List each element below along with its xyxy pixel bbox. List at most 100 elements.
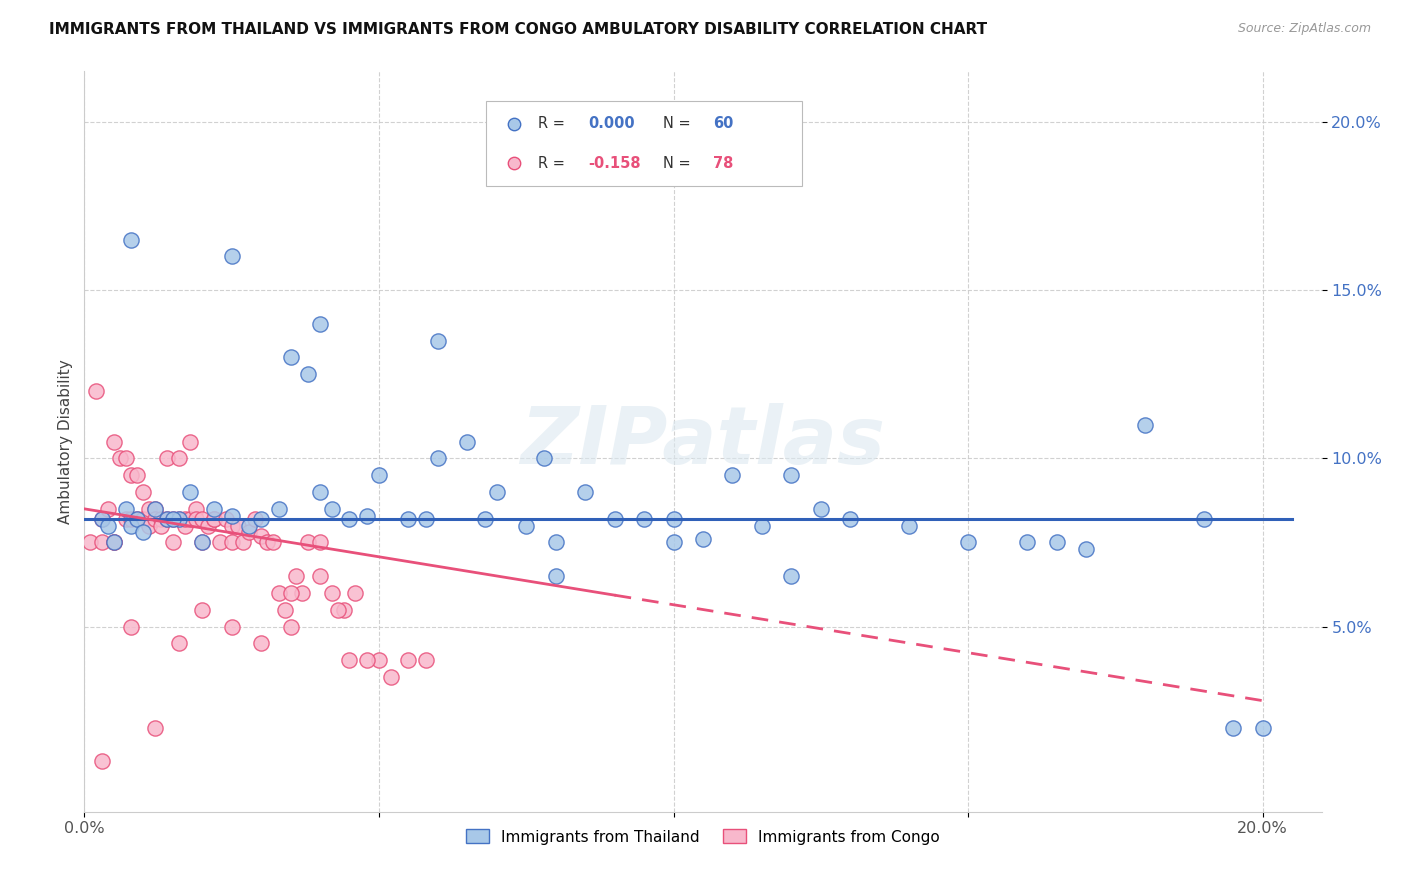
Point bbox=[356, 508, 378, 523]
Point bbox=[191, 512, 214, 526]
Point bbox=[173, 512, 195, 526]
Point bbox=[380, 670, 402, 684]
Point bbox=[97, 501, 120, 516]
Text: N =: N = bbox=[664, 155, 696, 170]
Point bbox=[603, 512, 626, 526]
Point bbox=[162, 512, 184, 526]
Point bbox=[197, 518, 219, 533]
Point bbox=[167, 512, 190, 526]
Point bbox=[957, 535, 980, 549]
Point bbox=[280, 586, 302, 600]
Point bbox=[839, 512, 862, 526]
Point bbox=[250, 636, 273, 650]
Point bbox=[250, 512, 273, 526]
Point bbox=[309, 317, 332, 331]
Point bbox=[121, 468, 143, 483]
Point bbox=[309, 485, 332, 500]
Text: 78: 78 bbox=[713, 155, 734, 170]
Point bbox=[780, 569, 803, 583]
Point bbox=[84, 384, 107, 398]
Point bbox=[121, 619, 143, 633]
Text: 60: 60 bbox=[713, 117, 734, 131]
Point bbox=[149, 512, 172, 526]
Point bbox=[751, 518, 773, 533]
Point bbox=[156, 512, 179, 526]
Point bbox=[533, 451, 555, 466]
Point bbox=[132, 485, 155, 500]
Point bbox=[396, 512, 419, 526]
Point bbox=[309, 569, 332, 583]
Point bbox=[1074, 542, 1097, 557]
FancyBboxPatch shape bbox=[486, 101, 801, 186]
Point bbox=[186, 512, 208, 526]
Text: R =: R = bbox=[538, 117, 569, 131]
Point bbox=[256, 535, 278, 549]
Point bbox=[179, 512, 201, 526]
Point bbox=[97, 518, 120, 533]
Point bbox=[91, 512, 114, 526]
Point bbox=[208, 535, 231, 549]
Point bbox=[1045, 535, 1067, 549]
Text: N =: N = bbox=[664, 117, 696, 131]
Point bbox=[309, 535, 332, 549]
Point bbox=[280, 619, 302, 633]
Point bbox=[262, 535, 284, 549]
Point bbox=[162, 535, 184, 549]
Point bbox=[191, 535, 214, 549]
Point bbox=[156, 451, 179, 466]
Point bbox=[79, 535, 101, 549]
Point bbox=[692, 532, 714, 546]
Point bbox=[108, 451, 131, 466]
Point bbox=[810, 501, 832, 516]
Point bbox=[662, 512, 685, 526]
Point bbox=[898, 518, 921, 533]
Point bbox=[167, 512, 190, 526]
Point bbox=[285, 569, 308, 583]
Point bbox=[267, 586, 290, 600]
Point bbox=[202, 512, 225, 526]
Point bbox=[396, 653, 419, 667]
Point bbox=[143, 512, 166, 526]
Point bbox=[721, 468, 744, 483]
Point bbox=[297, 535, 319, 549]
Text: IMMIGRANTS FROM THAILAND VS IMMIGRANTS FROM CONGO AMBULATORY DISABILITY CORRELAT: IMMIGRANTS FROM THAILAND VS IMMIGRANTS F… bbox=[49, 22, 987, 37]
Point bbox=[127, 512, 149, 526]
Point bbox=[1015, 535, 1038, 549]
Point bbox=[114, 451, 136, 466]
Point bbox=[156, 512, 179, 526]
Point bbox=[162, 512, 184, 526]
Point bbox=[191, 603, 214, 617]
Point bbox=[368, 653, 391, 667]
Point bbox=[297, 368, 319, 382]
Point bbox=[574, 485, 596, 500]
Point bbox=[202, 512, 225, 526]
Point bbox=[186, 501, 208, 516]
Text: -0.158: -0.158 bbox=[588, 155, 641, 170]
Point bbox=[221, 508, 243, 523]
Point bbox=[103, 535, 125, 549]
Point bbox=[456, 434, 478, 449]
Point bbox=[132, 512, 155, 526]
Point bbox=[544, 569, 567, 583]
Point bbox=[215, 512, 238, 526]
Point bbox=[103, 434, 125, 449]
Text: ZIPatlas: ZIPatlas bbox=[520, 402, 886, 481]
Point bbox=[368, 468, 391, 483]
Point bbox=[415, 653, 437, 667]
Point bbox=[321, 586, 343, 600]
Point bbox=[221, 619, 243, 633]
Point bbox=[474, 512, 496, 526]
Point bbox=[273, 603, 295, 617]
Text: R =: R = bbox=[538, 155, 569, 170]
Point bbox=[339, 653, 361, 667]
Point bbox=[633, 512, 655, 526]
Point bbox=[544, 535, 567, 549]
Point bbox=[149, 518, 172, 533]
Point bbox=[326, 603, 349, 617]
Point bbox=[121, 518, 143, 533]
Point bbox=[344, 586, 367, 600]
Point bbox=[114, 512, 136, 526]
Point bbox=[103, 535, 125, 549]
Point bbox=[221, 535, 243, 549]
Point bbox=[167, 451, 190, 466]
